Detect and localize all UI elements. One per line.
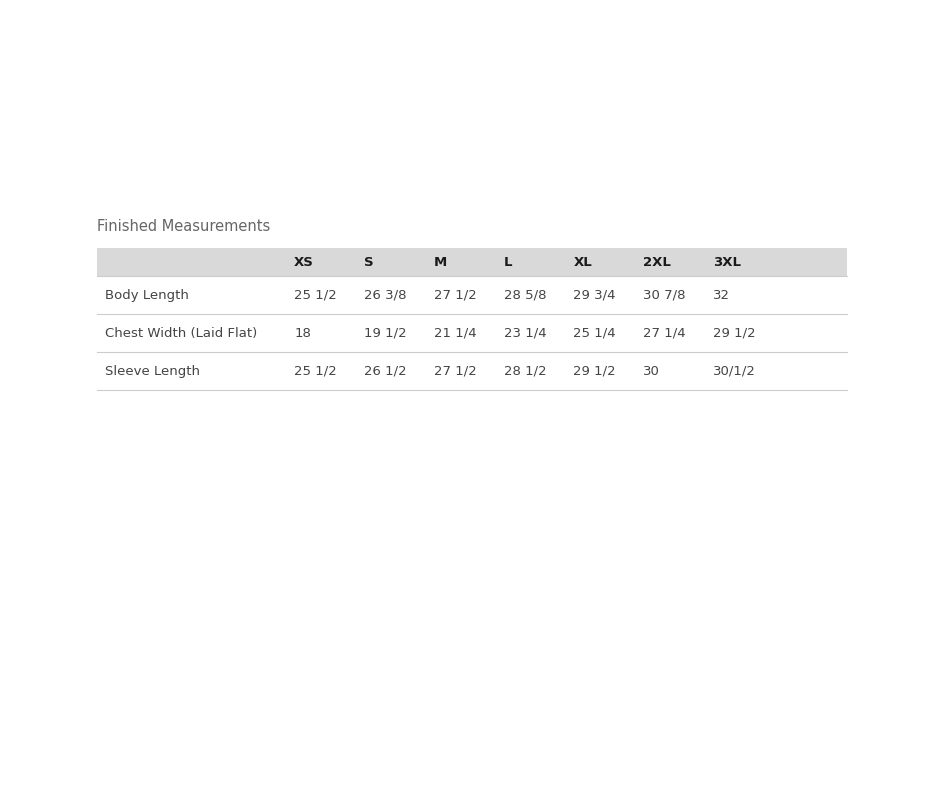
Text: Finished Measurements: Finished Measurements [97, 219, 271, 234]
Text: 29 3/4: 29 3/4 [573, 288, 616, 302]
Text: Sleeve Length: Sleeve Length [105, 365, 200, 377]
Text: S: S [364, 255, 373, 269]
Text: 18: 18 [294, 326, 311, 340]
Text: 30: 30 [643, 365, 660, 377]
Text: 29 1/2: 29 1/2 [573, 365, 616, 377]
Text: Body Length: Body Length [105, 288, 189, 302]
Text: 27 1/2: 27 1/2 [433, 288, 477, 302]
Text: 27 1/2: 27 1/2 [433, 365, 477, 377]
Text: 3XL: 3XL [713, 255, 741, 269]
Text: Chest Width (Laid Flat): Chest Width (Laid Flat) [105, 326, 258, 340]
Text: 23 1/4: 23 1/4 [504, 326, 546, 340]
Text: 2XL: 2XL [643, 255, 671, 269]
Text: L: L [504, 255, 512, 269]
Text: 30 7/8: 30 7/8 [643, 288, 685, 302]
Text: 28 1/2: 28 1/2 [504, 365, 546, 377]
Text: M: M [433, 255, 447, 269]
Text: 28 5/8: 28 5/8 [504, 288, 546, 302]
Text: 25 1/2: 25 1/2 [294, 288, 337, 302]
Text: 26 3/8: 26 3/8 [364, 288, 406, 302]
Text: 26 1/2: 26 1/2 [364, 365, 407, 377]
Text: 19 1/2: 19 1/2 [364, 326, 407, 340]
Text: XS: XS [294, 255, 314, 269]
Text: XL: XL [573, 255, 592, 269]
Text: 25 1/4: 25 1/4 [573, 326, 616, 340]
Text: 21 1/4: 21 1/4 [433, 326, 477, 340]
Text: 32: 32 [713, 288, 729, 302]
Text: 27 1/4: 27 1/4 [643, 326, 685, 340]
Text: 25 1/2: 25 1/2 [294, 365, 337, 377]
Text: 29 1/2: 29 1/2 [713, 326, 756, 340]
Text: 30/1/2: 30/1/2 [713, 365, 756, 377]
Bar [97, 248, 847, 276]
